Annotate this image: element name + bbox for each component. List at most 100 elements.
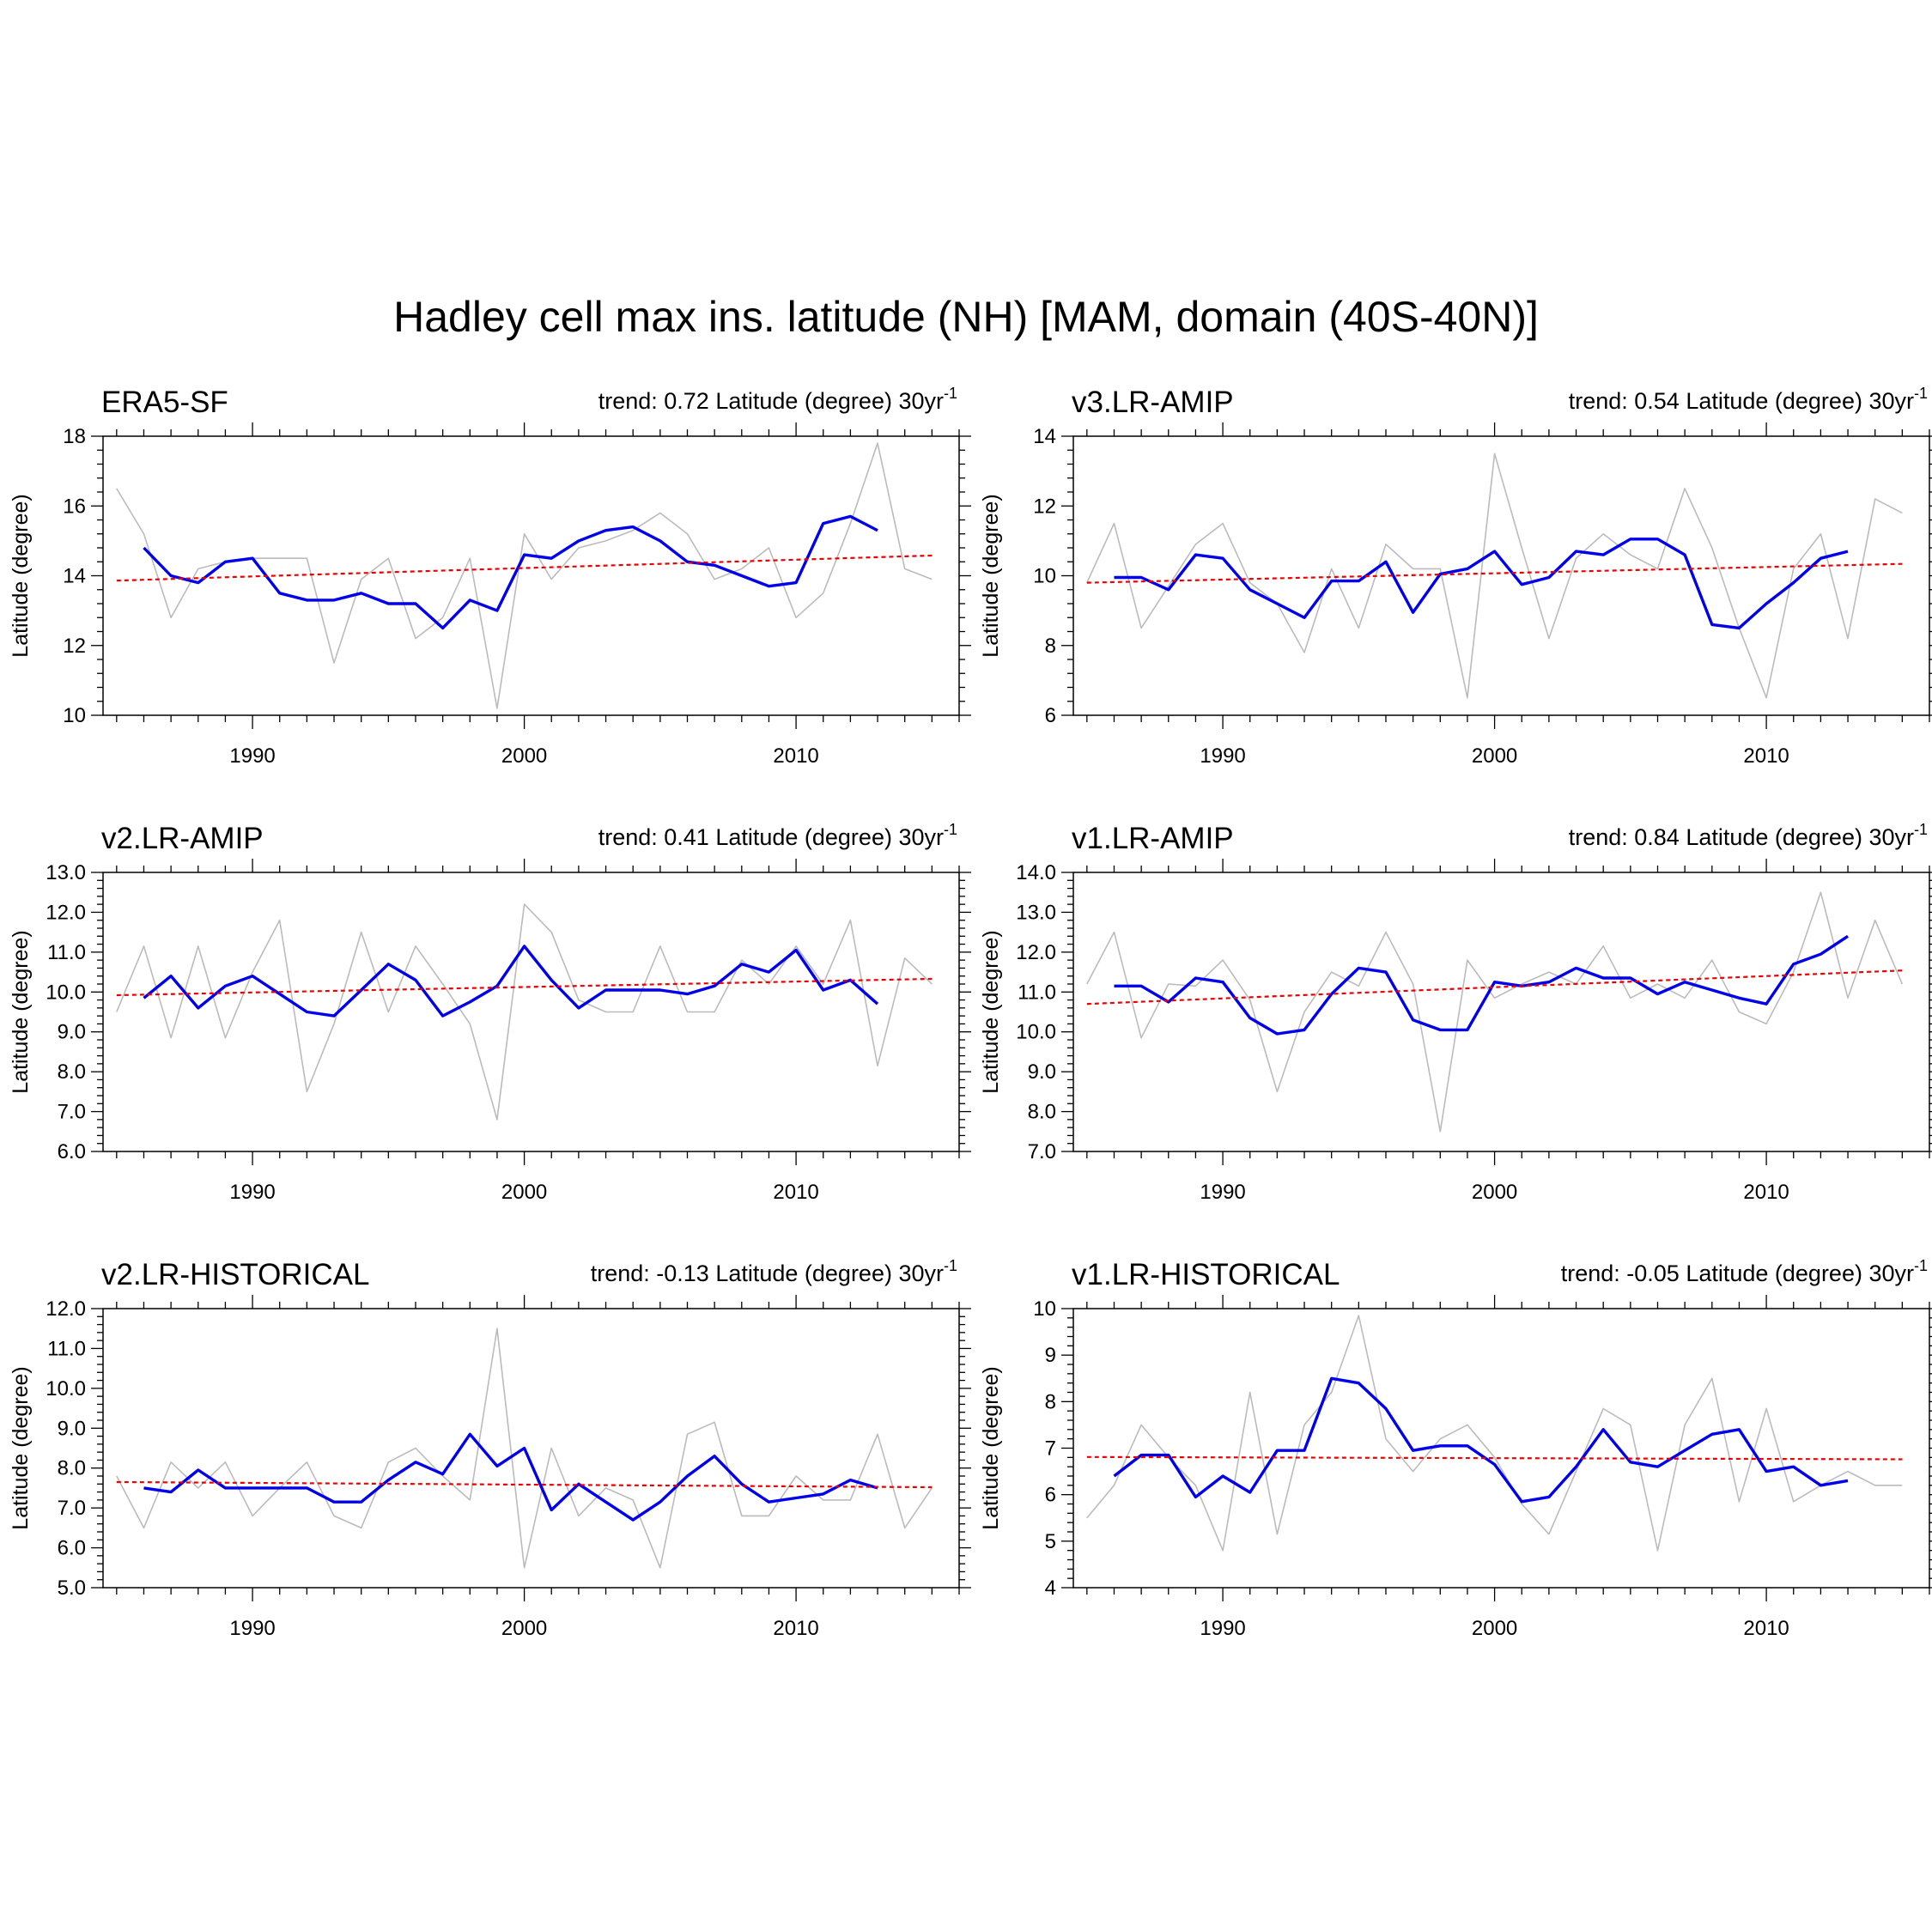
- y-tick-label: 6: [1045, 1484, 1056, 1507]
- annual-series-line: [116, 442, 933, 709]
- x-tick-label: 1990: [229, 1617, 275, 1640]
- y-tick-label: 6.0: [58, 1537, 86, 1560]
- y-tick-label: 14: [63, 565, 86, 588]
- plot-frame: [102, 1308, 960, 1589]
- y-tick-label: 9.0: [1028, 1060, 1056, 1084]
- trend-label: trend: 0.84 Latitude (degree) 30yr-1: [1569, 821, 1928, 850]
- y-tick-label: 5.0: [58, 1577, 86, 1600]
- y-tick-label: 11.0: [1018, 981, 1056, 1004]
- y-tick-label: 12: [1033, 495, 1056, 518]
- y-tick-label: 8: [1045, 1390, 1056, 1413]
- running-mean-line: [143, 514, 878, 630]
- x-tick-label: 2000: [501, 744, 547, 768]
- x-tick-label: 1990: [1200, 1617, 1245, 1640]
- y-tick-label: 14: [1033, 425, 1056, 448]
- running-mean-line: [1113, 1376, 1849, 1504]
- y-tick-label: 12.0: [46, 901, 86, 924]
- x-tick-label: 2000: [501, 1617, 547, 1640]
- x-tick-label: 2010: [1743, 1181, 1789, 1204]
- x-tick-label: 2010: [773, 1181, 818, 1204]
- y-tick-label: 10.0: [46, 981, 86, 1004]
- plot-data: [116, 442, 933, 709]
- x-tick-label: 2000: [501, 1181, 547, 1204]
- y-axis-label: Latitude (degree): [979, 930, 1003, 1093]
- y-tick-label: 7.0: [58, 1497, 86, 1520]
- y-tick-label: 6: [1045, 704, 1056, 727]
- annual-series-line: [116, 903, 933, 1121]
- y-tick-label: 9.0: [58, 1021, 86, 1044]
- y-tick-label: 11.0: [47, 1337, 86, 1360]
- y-tick-label: 12.0: [46, 1297, 86, 1321]
- y-axis-label: Latitude (degree): [979, 494, 1003, 657]
- running-mean-line: [143, 1432, 878, 1522]
- x-tick-label: 1990: [229, 744, 275, 768]
- y-tick-label: 10.0: [1016, 1021, 1056, 1044]
- y-tick-label: 6.0: [58, 1140, 86, 1163]
- panel-3: v2.LR-AMIP trend: 0.41 Latitude (degree) …: [9, 821, 971, 1204]
- x-tick-label: 1990: [1200, 1181, 1245, 1204]
- plot-data: [1086, 891, 1904, 1133]
- y-tick-label: 16: [63, 495, 86, 518]
- running-mean-line: [1114, 538, 1849, 630]
- x-tick-label: 2010: [773, 1617, 818, 1640]
- running-mean-line: [1114, 934, 1849, 1036]
- y-tick-label: 8.0: [58, 1457, 86, 1480]
- figure-title: Hadley cell max ins. latitude (NH) [MAM,…: [393, 293, 1539, 341]
- y-tick-label: 10: [1033, 565, 1056, 588]
- panel-4: v1.LR-AMIP trend: 0.84 Latitude (degree) …: [979, 821, 1932, 1204]
- annual-series-line: [1086, 891, 1904, 1133]
- panel-5: v2.LR-HISTORICAL trend: -0.13 Latitude (d…: [9, 1257, 971, 1640]
- panel-title: ERA5-SF: [101, 386, 228, 419]
- y-axis-label: Latitude (degree): [9, 1366, 33, 1529]
- y-tick-label: 10: [63, 704, 86, 727]
- y-tick-label: 10: [1033, 1297, 1056, 1321]
- y-tick-label: 13.0: [1016, 901, 1056, 924]
- panel-1: ERA5-SF trend: 0.72 Latitude (degree) 30y…: [9, 385, 971, 768]
- panel-2: v3.LR-AMIP trend: 0.54 Latitude (degree) …: [979, 385, 1932, 768]
- y-axis-label: Latitude (degree): [9, 494, 33, 657]
- panel-6: v1.LR-HISTORICAL trend: -0.05 Latitude (d…: [979, 1257, 1932, 1640]
- plot-data: [1086, 453, 1903, 699]
- x-tick-label: 2000: [1472, 744, 1517, 768]
- y-tick-label: 12.0: [1016, 941, 1056, 964]
- y-tick-label: 7: [1045, 1437, 1056, 1461]
- y-tick-label: 7.0: [1028, 1140, 1056, 1163]
- plot-frame: [1072, 872, 1930, 1152]
- y-tick-label: 18: [63, 425, 86, 448]
- plot-frame: [1072, 1308, 1930, 1589]
- y-axis-label: Latitude (degree): [9, 930, 33, 1093]
- trend-label: trend: 0.41 Latitude (degree) 30yr-1: [598, 821, 957, 850]
- plot-frame: [102, 872, 960, 1152]
- plot-data: [1086, 1315, 1903, 1552]
- x-tick-label: 2010: [773, 744, 818, 768]
- panel-title: v1.LR-HISTORICAL: [1072, 1258, 1340, 1291]
- y-tick-label: 8.0: [1028, 1101, 1056, 1124]
- trend-label: trend: -0.05 Latitude (degree) 30yr-1: [1561, 1257, 1928, 1286]
- panel-title: v1.LR-AMIP: [1072, 822, 1234, 855]
- x-tick-label: 1990: [229, 1181, 275, 1204]
- y-tick-label: 7.0: [58, 1101, 86, 1124]
- y-tick-label: 11.0: [47, 941, 86, 964]
- y-tick-label: 10.0: [46, 1377, 86, 1400]
- y-tick-label: 14.0: [1016, 861, 1056, 884]
- trend-label: trend: 0.54 Latitude (degree) 30yr-1: [1569, 385, 1928, 414]
- x-tick-label: 2010: [1743, 744, 1789, 768]
- y-tick-label: 13.0: [46, 861, 86, 884]
- y-tick-label: 8.0: [58, 1060, 86, 1084]
- annual-series-line: [116, 1327, 933, 1569]
- x-tick-label: 1990: [1200, 744, 1245, 768]
- y-tick-label: 5: [1045, 1530, 1056, 1553]
- plot-data: [116, 903, 933, 1121]
- running-mean-line: [143, 945, 879, 1018]
- y-tick-label: 9.0: [58, 1417, 86, 1440]
- y-axis-label: Latitude (degree): [979, 1366, 1003, 1529]
- y-tick-label: 8: [1045, 635, 1056, 658]
- panel-title: v3.LR-AMIP: [1072, 386, 1234, 419]
- trend-line: [1086, 562, 1903, 584]
- annual-series-line: [1086, 453, 1903, 699]
- trend-label: trend: -0.13 Latitude (degree) 30yr-1: [591, 1257, 957, 1286]
- annual-series-line: [1086, 1315, 1903, 1552]
- x-tick-label: 2010: [1743, 1617, 1789, 1640]
- trend-label: trend: 0.72 Latitude (degree) 30yr-1: [598, 385, 957, 414]
